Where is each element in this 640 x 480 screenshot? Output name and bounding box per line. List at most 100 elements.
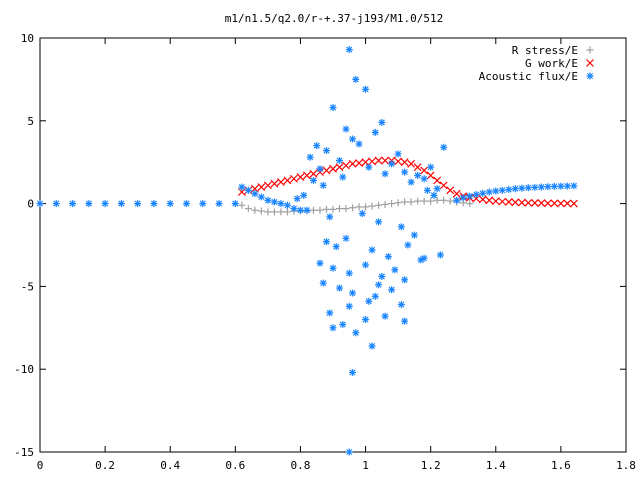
data-point (296, 173, 305, 182)
data-point (352, 75, 360, 83)
data-point (543, 199, 552, 208)
data-point (378, 272, 386, 280)
data-point (524, 184, 532, 192)
data-point (300, 191, 308, 199)
data-point (355, 140, 363, 148)
data-point (134, 200, 142, 208)
data-point (329, 104, 337, 112)
data-point (342, 125, 350, 133)
y-tick-label: -5 (21, 280, 34, 293)
data-point (485, 188, 493, 196)
data-point (238, 201, 246, 209)
data-point (498, 197, 507, 206)
data-point (404, 241, 412, 249)
x-tick-label: 1.2 (421, 459, 441, 472)
data-point (231, 200, 239, 208)
data-point (381, 170, 389, 178)
data-point (345, 448, 353, 456)
data-point (368, 342, 376, 350)
data-point (264, 208, 272, 216)
data-point (433, 176, 442, 185)
data-point (336, 205, 344, 213)
data-point (518, 184, 526, 192)
data-point (426, 171, 435, 180)
data-point (492, 187, 500, 195)
data-point (524, 198, 533, 207)
data-point (505, 186, 513, 194)
data-point (264, 196, 272, 204)
data-point (381, 200, 389, 208)
data-point (290, 205, 298, 213)
data-point (371, 292, 379, 300)
data-point (349, 135, 357, 143)
data-point (384, 253, 392, 261)
data-point (381, 156, 390, 165)
data-point (319, 279, 327, 287)
data-point (459, 194, 467, 202)
data-point (329, 264, 337, 272)
data-point (349, 369, 357, 377)
data-point (371, 128, 379, 136)
data-point (394, 157, 403, 166)
data-point (410, 231, 418, 239)
data-point (394, 150, 402, 158)
data-point (251, 190, 259, 198)
data-point (36, 200, 44, 208)
data-point (563, 199, 572, 208)
data-point (388, 160, 396, 168)
data-point (401, 317, 409, 325)
data-point (257, 183, 266, 191)
data-point (511, 185, 519, 193)
x-tick-label: 0.2 (95, 459, 115, 472)
data-point (511, 198, 520, 207)
data-point (368, 157, 376, 166)
data-point (420, 254, 428, 262)
data-point (362, 203, 370, 211)
y-tick-label: 5 (27, 115, 34, 128)
data-point (293, 195, 301, 203)
data-point (303, 206, 311, 214)
data-point (316, 165, 324, 173)
data-point (537, 199, 546, 208)
data-point (69, 200, 77, 208)
data-point (270, 208, 278, 216)
data-point (349, 289, 357, 297)
data-point (423, 186, 431, 194)
data-point (517, 198, 526, 207)
data-point (466, 200, 474, 208)
data-point (440, 143, 448, 151)
data-point (394, 199, 402, 207)
data-point (491, 197, 500, 206)
data-point (407, 198, 415, 206)
x-tick-label: 0.6 (225, 459, 245, 472)
x-axis-tick-labels: 0 0.2 0.4 0.6 0.8 1 1.2 1.4 1.6 1.8 (37, 459, 636, 472)
data-point (313, 142, 321, 150)
data-point (326, 309, 334, 317)
data-point (150, 200, 158, 208)
data-point (362, 316, 370, 324)
data-point (276, 178, 285, 186)
data-point (401, 276, 409, 284)
legend-marker (586, 72, 594, 80)
data-point (478, 195, 487, 204)
data-point (329, 164, 337, 173)
data-point (309, 176, 317, 184)
data-point (362, 85, 370, 93)
y-tick-label: -10 (14, 363, 34, 376)
plot-frame (39, 37, 627, 453)
y-tick-label: 0 (27, 198, 34, 211)
data-point (436, 251, 444, 259)
data-point (309, 206, 317, 214)
data-point (358, 210, 366, 218)
series-2 (36, 46, 578, 456)
data-point (355, 203, 363, 211)
data-point (433, 185, 441, 193)
data-point (453, 196, 461, 204)
x-tick-label: 0.8 (291, 459, 311, 472)
data-point (420, 175, 428, 183)
data-point (375, 218, 383, 226)
data-point (375, 281, 383, 289)
legend-marker (586, 46, 594, 54)
data-point (326, 213, 334, 221)
